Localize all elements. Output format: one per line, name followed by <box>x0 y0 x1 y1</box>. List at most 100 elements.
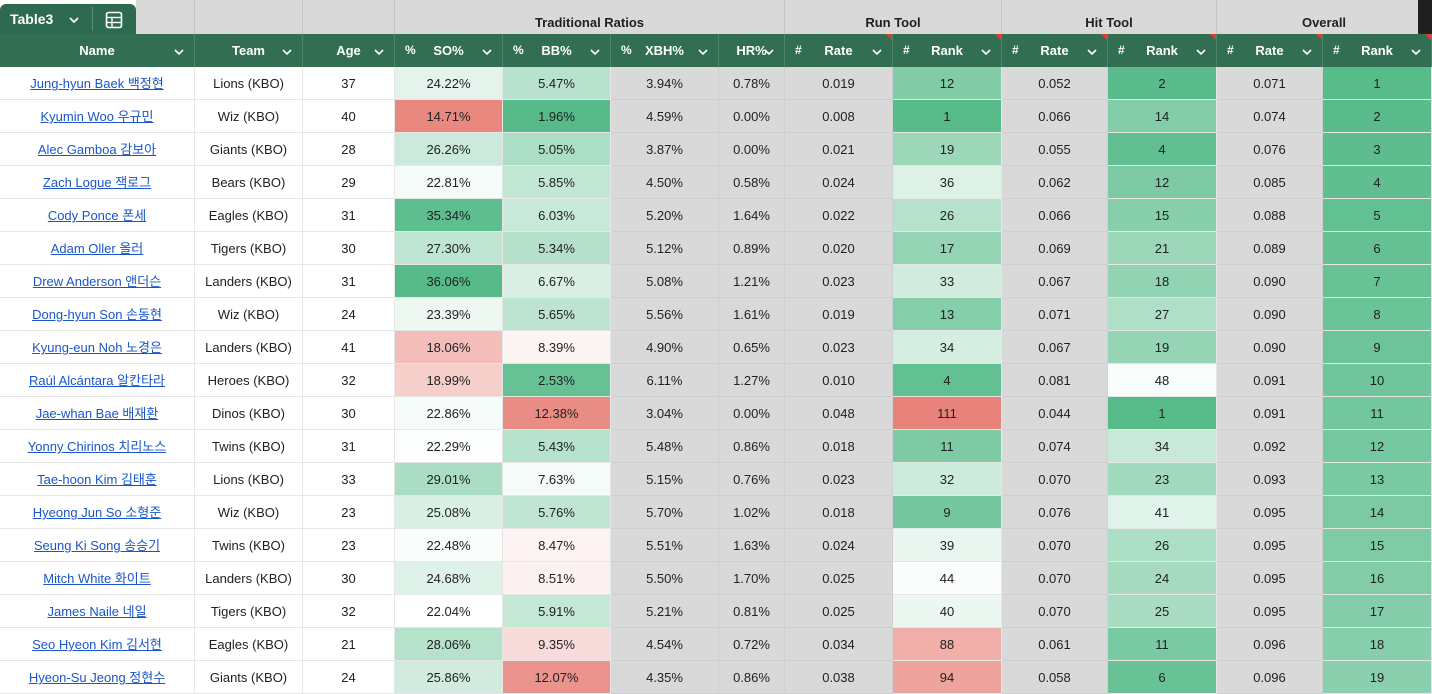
player-link[interactable]: James Naile 네일 <box>47 604 147 619</box>
cell-name[interactable]: Alec Gamboa 감보아 <box>0 133 195 166</box>
cell-age[interactable]: 30 <box>303 562 395 595</box>
cell-hit-rate[interactable]: 0.074 <box>1002 430 1108 463</box>
cell-hr[interactable]: 1.02% <box>719 496 785 529</box>
cell-ov-rate[interactable]: 0.089 <box>1217 232 1323 265</box>
cell-hit-rank[interactable]: 18 <box>1108 265 1217 298</box>
cell-hr[interactable]: 1.27% <box>719 364 785 397</box>
player-link[interactable]: Adam Oller 올러 <box>50 241 144 256</box>
cell-run-rank[interactable]: 44 <box>893 562 1002 595</box>
cell-name[interactable]: Jae-whan Bae 배재환 <box>0 397 195 430</box>
player-link[interactable]: Kyumin Woo 우규민 <box>40 109 154 124</box>
cell-ov-rank[interactable]: 8 <box>1323 298 1432 331</box>
cell-so[interactable]: 35.34% <box>395 199 503 232</box>
header-run-rate[interactable]: # Rate <box>785 34 893 67</box>
cell-hr[interactable]: 0.00% <box>719 397 785 430</box>
cell-bb[interactable]: 6.03% <box>503 199 611 232</box>
cell-hit-rank[interactable]: 27 <box>1108 298 1217 331</box>
cell-hit-rank[interactable]: 2 <box>1108 67 1217 100</box>
cell-hit-rank[interactable]: 23 <box>1108 463 1217 496</box>
cell-bb[interactable]: 5.65% <box>503 298 611 331</box>
player-link[interactable]: Mitch White 화이트 <box>43 571 151 586</box>
cell-ov-rank[interactable]: 10 <box>1323 364 1432 397</box>
chevron-down-icon[interactable] <box>1411 45 1421 56</box>
cell-team[interactable]: Lions (KBO) <box>195 463 303 496</box>
header-so[interactable]: % SO% <box>395 34 503 67</box>
cell-age[interactable]: 28 <box>303 133 395 166</box>
cell-run-rate[interactable]: 0.024 <box>785 166 893 199</box>
cell-name[interactable]: Mitch White 화이트 <box>0 562 195 595</box>
chevron-down-icon[interactable] <box>1302 45 1312 56</box>
header-ov-rank[interactable]: # Rank <box>1323 34 1432 67</box>
cell-xbh[interactable]: 5.08% <box>611 265 719 298</box>
cell-run-rank[interactable]: 12 <box>893 67 1002 100</box>
player-link[interactable]: Hyeon-Su Jeong 정현수 <box>28 670 166 685</box>
header-name[interactable]: Name <box>0 34 195 67</box>
cell-xbh[interactable]: 5.48% <box>611 430 719 463</box>
cell-bb[interactable]: 6.67% <box>503 265 611 298</box>
cell-team[interactable]: Eagles (KBO) <box>195 628 303 661</box>
chevron-down-icon[interactable] <box>590 45 600 56</box>
cell-so[interactable]: 18.99% <box>395 364 503 397</box>
cell-bb[interactable]: 9.35% <box>503 628 611 661</box>
cell-hit-rate[interactable]: 0.066 <box>1002 199 1108 232</box>
cell-team[interactable]: Wiz (KBO) <box>195 298 303 331</box>
cell-hit-rank[interactable]: 41 <box>1108 496 1217 529</box>
cell-hr[interactable]: 0.86% <box>719 661 785 694</box>
cell-xbh[interactable]: 5.51% <box>611 529 719 562</box>
chevron-down-icon[interactable] <box>68 8 80 29</box>
cell-run-rate[interactable]: 0.038 <box>785 661 893 694</box>
cell-team[interactable]: Landers (KBO) <box>195 562 303 595</box>
cell-hit-rate[interactable]: 0.070 <box>1002 463 1108 496</box>
cell-name[interactable]: Tae-hoon Kim 김태훈 <box>0 463 195 496</box>
cell-ov-rate[interactable]: 0.095 <box>1217 562 1323 595</box>
cell-name[interactable]: Seo Hyeon Kim 김서현 <box>0 628 195 661</box>
cell-xbh[interactable]: 3.94% <box>611 67 719 100</box>
cell-name[interactable]: Hyeong Jun So 소형준 <box>0 496 195 529</box>
cell-run-rate[interactable]: 0.022 <box>785 199 893 232</box>
cell-hit-rate[interactable]: 0.070 <box>1002 529 1108 562</box>
chevron-down-icon[interactable] <box>482 45 492 56</box>
cell-run-rate[interactable]: 0.008 <box>785 100 893 133</box>
cell-team[interactable]: Lions (KBO) <box>195 67 303 100</box>
cell-ov-rate[interactable]: 0.096 <box>1217 661 1323 694</box>
player-link[interactable]: Zach Logue 잭로그 <box>42 175 152 190</box>
cell-run-rate[interactable]: 0.021 <box>785 133 893 166</box>
cell-hit-rate[interactable]: 0.071 <box>1002 298 1108 331</box>
cell-xbh[interactable]: 5.21% <box>611 595 719 628</box>
cell-name[interactable]: Dong-hyun Son 손동현 <box>0 298 195 331</box>
cell-hit-rank[interactable]: 24 <box>1108 562 1217 595</box>
cell-name[interactable]: Adam Oller 올러 <box>0 232 195 265</box>
cell-so[interactable]: 22.86% <box>395 397 503 430</box>
cell-hit-rank[interactable]: 21 <box>1108 232 1217 265</box>
cell-age[interactable]: 23 <box>303 529 395 562</box>
player-link[interactable]: Raúl Alcántara 알칸타라 <box>28 373 165 388</box>
cell-hit-rate[interactable]: 0.067 <box>1002 331 1108 364</box>
cell-hr[interactable]: 1.70% <box>719 562 785 595</box>
header-bb[interactable]: % BB% <box>503 34 611 67</box>
cell-run-rank[interactable]: 88 <box>893 628 1002 661</box>
cell-name[interactable]: Kyung-eun Noh 노경은 <box>0 331 195 364</box>
cell-run-rank[interactable]: 26 <box>893 199 1002 232</box>
cell-ov-rate[interactable]: 0.095 <box>1217 496 1323 529</box>
cell-hit-rank[interactable]: 15 <box>1108 199 1217 232</box>
cell-run-rank[interactable]: 34 <box>893 331 1002 364</box>
cell-ov-rate[interactable]: 0.093 <box>1217 463 1323 496</box>
cell-run-rank[interactable]: 40 <box>893 595 1002 628</box>
cell-xbh[interactable]: 5.12% <box>611 232 719 265</box>
cell-run-rate[interactable]: 0.023 <box>785 265 893 298</box>
cell-ov-rate[interactable]: 0.088 <box>1217 199 1323 232</box>
cell-so[interactable]: 29.01% <box>395 463 503 496</box>
cell-ov-rate[interactable]: 0.090 <box>1217 298 1323 331</box>
cell-run-rank[interactable]: 11 <box>893 430 1002 463</box>
cell-hit-rate[interactable]: 0.070 <box>1002 562 1108 595</box>
cell-hit-rate[interactable]: 0.076 <box>1002 496 1108 529</box>
cell-hr[interactable]: 0.00% <box>719 133 785 166</box>
cell-run-rank[interactable]: 94 <box>893 661 1002 694</box>
table-grid-icon[interactable] <box>105 11 123 32</box>
cell-bb[interactable]: 5.05% <box>503 133 611 166</box>
cell-team[interactable]: Heroes (KBO) <box>195 364 303 397</box>
cell-run-rank[interactable]: 33 <box>893 265 1002 298</box>
cell-ov-rank[interactable]: 3 <box>1323 133 1432 166</box>
cell-age[interactable]: 31 <box>303 265 395 298</box>
header-age[interactable]: Age <box>303 34 395 67</box>
